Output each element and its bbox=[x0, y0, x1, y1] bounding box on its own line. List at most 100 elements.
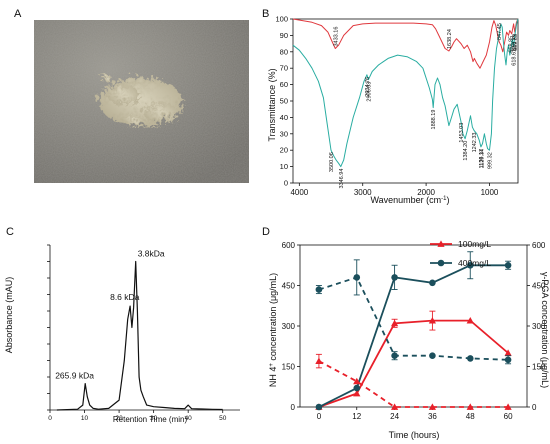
data-point bbox=[315, 286, 323, 293]
series-line bbox=[318, 276, 509, 361]
x-tick-label: 48 bbox=[466, 412, 475, 421]
powder-flake bbox=[98, 71, 108, 77]
x-axis-label: Wavenumber (cm-1) bbox=[370, 195, 449, 205]
data-point bbox=[315, 403, 323, 411]
chromatogram-line bbox=[56, 260, 223, 411]
data-point bbox=[353, 389, 361, 397]
panel-b-ftir: B Transmittance (%) Wavenumber (cm-1) 40… bbox=[262, 8, 519, 205]
peak-label: 1136.17 bbox=[479, 149, 485, 168]
right-y-tick-label: 300 bbox=[532, 322, 546, 331]
powder-flake bbox=[104, 82, 136, 102]
legend-marker bbox=[437, 259, 445, 267]
data-point bbox=[504, 262, 512, 269]
peak-label: 609.83 bbox=[513, 34, 519, 51]
right-y-axis-label: γ-PGA concentration (μg/mL) bbox=[540, 272, 550, 388]
peak-label: 8.6 kDa bbox=[110, 292, 140, 302]
x-tick-label: 0 bbox=[317, 412, 322, 421]
x-tick-label: 36 bbox=[428, 412, 437, 421]
data-point bbox=[353, 274, 361, 281]
y-tick-label: 80 bbox=[280, 47, 288, 56]
x-tick-label: 10 bbox=[81, 415, 89, 422]
legend-marker bbox=[437, 240, 445, 247]
panel-letter-b: B bbox=[262, 8, 269, 20]
plot-frame bbox=[299, 244, 528, 408]
x-tick-label: 0 bbox=[48, 415, 52, 422]
data-point bbox=[467, 355, 474, 362]
panel-c-gpc: C Absorbance (mAU) Retention Time (min) … bbox=[4, 226, 240, 424]
peak-label: 1129.34 bbox=[479, 149, 485, 168]
panel-letter-d: D bbox=[262, 226, 270, 238]
peak-labels: 265.9 kDa 8.6 kDa 3.8kDa bbox=[55, 249, 165, 381]
x-tick-label: 60 bbox=[504, 412, 513, 421]
peak-label: 668.85 bbox=[509, 36, 515, 53]
x-tick-label: 3000 bbox=[354, 188, 372, 197]
spectrum-line-1 bbox=[292, 18, 519, 69]
data-point bbox=[428, 403, 436, 410]
right-y-tick-label: 600 bbox=[532, 241, 546, 250]
x-axis-label: Retention Time (min) bbox=[113, 415, 188, 424]
data-point bbox=[429, 279, 436, 287]
x-tick-label: 12 bbox=[352, 412, 361, 421]
peak-label: 3346.94 bbox=[339, 169, 345, 189]
panel-letter-c: C bbox=[6, 226, 14, 238]
data-point bbox=[391, 403, 399, 410]
peak-label: 2934.76 bbox=[365, 77, 371, 97]
y-axis-label: Transmittance (%) bbox=[267, 68, 277, 141]
y-tick-label: 50 bbox=[280, 97, 288, 106]
peak-label: 3.8kDa bbox=[138, 249, 165, 259]
peak-label: 1638.24 bbox=[447, 29, 453, 49]
kinetics-series bbox=[315, 251, 512, 411]
ftir-axes: 4000 3000 2000 1000 0 10 20 30 40 50 60 70 80 90 100 bbox=[275, 15, 519, 197]
panel-a: A bbox=[14, 8, 249, 183]
y-tick-label: 90 bbox=[280, 31, 288, 40]
peak-label: 1384.20 bbox=[463, 141, 469, 161]
data-point bbox=[466, 403, 474, 410]
peak-label: 3500.06 bbox=[329, 152, 335, 172]
right-y-tick-label: 0 bbox=[532, 403, 537, 412]
data-point bbox=[315, 357, 323, 364]
powder-flake bbox=[122, 113, 142, 123]
data-point bbox=[391, 319, 399, 327]
data-point bbox=[428, 317, 436, 324]
legend-label: 100mg/L bbox=[458, 239, 491, 249]
powder-sample bbox=[96, 71, 180, 123]
y-tick-label: 70 bbox=[280, 64, 288, 73]
series-2 bbox=[315, 251, 512, 411]
data-point bbox=[504, 403, 512, 410]
data-point bbox=[467, 262, 474, 269]
x-tick-label: 30 bbox=[150, 415, 158, 422]
peak-label: 610.79 bbox=[512, 34, 518, 51]
left-y-tick-label: 150 bbox=[282, 363, 296, 372]
data-point bbox=[466, 317, 474, 324]
y-tick-label: 10 bbox=[280, 162, 288, 171]
powder-flake bbox=[140, 101, 176, 119]
y-tick-label: 40 bbox=[280, 113, 288, 122]
y-tick-label: 60 bbox=[280, 80, 288, 89]
peak-label: 265.9 kDa bbox=[55, 371, 94, 381]
peak-label: 618.61 bbox=[512, 49, 518, 66]
left-y-tick-label: 300 bbox=[282, 322, 296, 331]
series-line bbox=[318, 264, 509, 408]
left-y-tick-label: 0 bbox=[291, 403, 296, 412]
x-tick-label: 24 bbox=[390, 412, 399, 421]
data-point bbox=[353, 377, 361, 385]
y-tick-label: 100 bbox=[275, 15, 288, 24]
left-y-tick-label: 450 bbox=[282, 282, 296, 291]
spectrum-line-2 bbox=[292, 18, 519, 168]
x-tick-label: 1000 bbox=[481, 188, 499, 197]
peak-label: 1242.33 bbox=[472, 133, 478, 153]
x-tick-label: 2000 bbox=[417, 188, 435, 197]
series-4 bbox=[315, 259, 512, 365]
powder-photo bbox=[34, 20, 249, 183]
right-y-tick-label: 150 bbox=[532, 363, 546, 372]
left-y-axis-label: NH 4+ concentration (μg/mL) bbox=[268, 273, 278, 387]
series-3 bbox=[315, 353, 512, 410]
data-point bbox=[504, 349, 512, 356]
series-line bbox=[318, 360, 509, 408]
panel-letter-a: A bbox=[14, 8, 22, 20]
x-tick-label: 40 bbox=[185, 415, 193, 422]
peak-label: 3433.16 bbox=[333, 27, 339, 47]
